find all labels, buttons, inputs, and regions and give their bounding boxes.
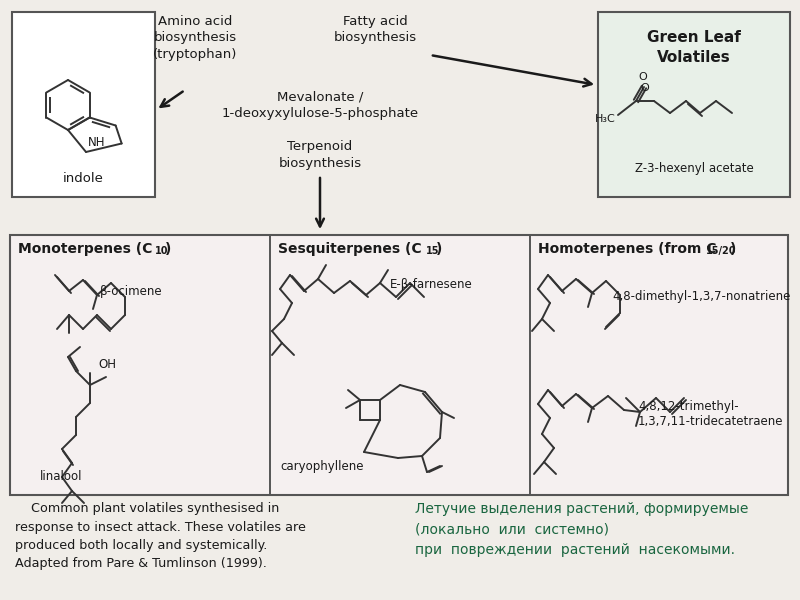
Text: H₃C: H₃C [595,114,616,124]
Text: Fatty acid
biosynthesis: Fatty acid biosynthesis [334,15,417,44]
Text: 4,8,12-trimethyl-
1,3,7,11-tridecatetraene: 4,8,12-trimethyl- 1,3,7,11-tridecatetrae… [638,400,783,428]
Text: Летучие выделения растений, формируемые
(локально  или  системно)
при  поврежден: Летучие выделения растений, формируемые … [415,502,748,557]
Text: Z-3-hexenyl acetate: Z-3-hexenyl acetate [634,162,754,175]
Text: Terpenoid
biosynthesis: Terpenoid biosynthesis [278,140,362,169]
Bar [10,235,788,495]
Text: NH: NH [88,136,106,149]
Text: Common plant volatiles synthesised in
response to insect attack. These volatiles: Common plant volatiles synthesised in re… [15,502,306,571]
Text: 15/20: 15/20 [706,246,737,256]
Text: OH: OH [98,358,116,371]
Text: 4,8-dimethyl-1,3,7-nonatriene: 4,8-dimethyl-1,3,7-nonatriene [612,290,790,303]
Bar [12,12,155,197]
Bar [598,12,790,197]
Text: E-β-farnesene: E-β-farnesene [390,278,473,291]
Text: 15: 15 [426,246,439,256]
Text: Homoterpenes (from C: Homoterpenes (from C [538,242,717,256]
Text: 10: 10 [155,246,169,256]
Text: O: O [638,72,647,82]
Text: Sesquiterpenes (C: Sesquiterpenes (C [278,242,422,256]
Text: caryophyllene: caryophyllene [280,460,363,473]
Text: O: O [641,83,650,93]
Text: Amino acid
biosynthesis
(tryptophan): Amino acid biosynthesis (tryptophan) [153,15,237,61]
Text: Mevalonate /
1-deoxyxylulose-5-phosphate: Mevalonate / 1-deoxyxylulose-5-phosphate [222,90,418,119]
Text: linalool: linalool [40,470,82,483]
Text: indole: indole [62,172,103,185]
Text: ): ) [436,242,442,256]
Text: β-ocimene: β-ocimene [100,285,162,298]
Text: ): ) [165,242,171,256]
Text: Monoterpenes (C: Monoterpenes (C [18,242,152,256]
Text: Green Leaf
Volatiles: Green Leaf Volatiles [647,30,741,65]
Text: ): ) [730,242,736,256]
